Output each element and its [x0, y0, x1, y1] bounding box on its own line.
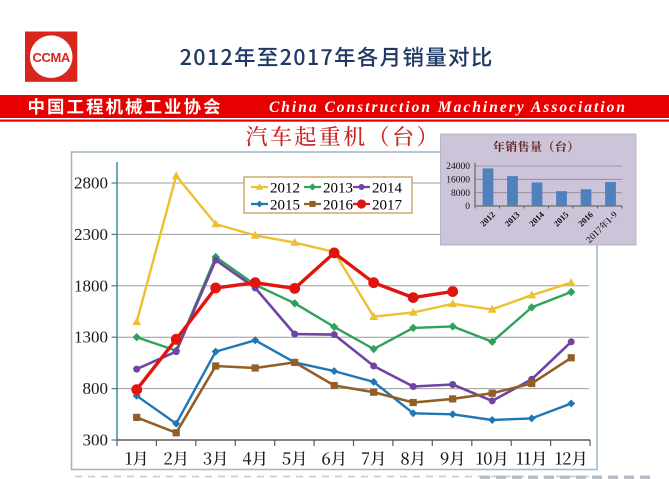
svg-text:China Construction Machinery A: China Construction Machinery Association — [269, 99, 627, 116]
svg-text:2016: 2016 — [323, 198, 354, 214]
svg-text:16000: 16000 — [446, 176, 470, 186]
svg-text:300: 300 — [83, 431, 109, 450]
svg-text:1800: 1800 — [74, 276, 108, 295]
svg-text:24000: 24000 — [446, 162, 470, 172]
svg-text:800: 800 — [83, 379, 109, 398]
svg-text:0: 0 — [465, 202, 470, 212]
svg-text:2017: 2017 — [372, 198, 403, 214]
svg-text:2013: 2013 — [323, 181, 353, 197]
svg-text:2014: 2014 — [372, 181, 403, 197]
svg-text:1300: 1300 — [74, 328, 108, 347]
svg-text:2300: 2300 — [74, 225, 108, 244]
svg-text:2015: 2015 — [270, 198, 300, 214]
svg-text:8000: 8000 — [451, 189, 470, 199]
svg-text:2012: 2012 — [270, 181, 300, 197]
svg-text:CCMA: CCMA — [32, 50, 70, 65]
svg-text:2800: 2800 — [74, 174, 108, 193]
